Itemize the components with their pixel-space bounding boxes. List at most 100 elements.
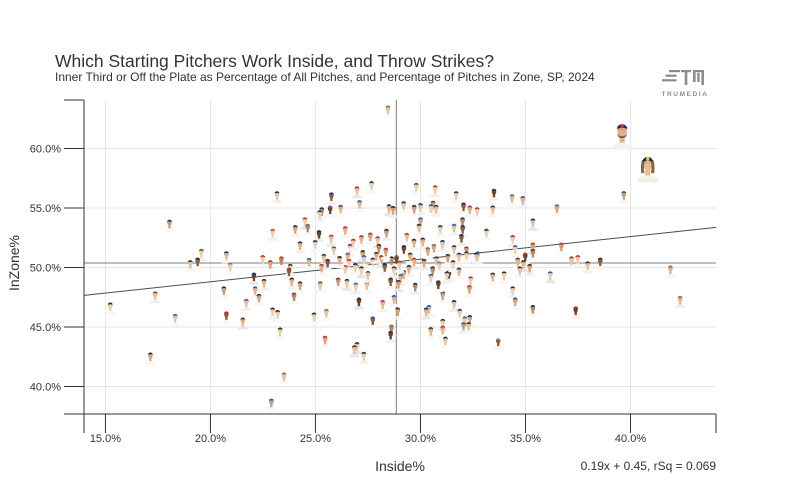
player-point[interactable]: [289, 292, 299, 305]
player-point[interactable]: [430, 185, 440, 198]
player-point[interactable]: [265, 260, 276, 273]
player-point[interactable]: [471, 252, 482, 265]
player-point[interactable]: [275, 327, 285, 340]
player-point[interactable]: [464, 285, 475, 298]
player-point[interactable]: [348, 238, 359, 251]
player-point[interactable]: [295, 241, 305, 254]
player-point[interactable]: [266, 398, 277, 411]
player-point[interactable]: [302, 223, 313, 236]
player-point[interactable]: [164, 219, 175, 232]
player-point[interactable]: [399, 245, 409, 258]
player-point[interactable]: [362, 281, 372, 294]
player-point[interactable]: [368, 316, 378, 329]
player-point[interactable]: [225, 262, 235, 275]
player-point[interactable]: [368, 257, 378, 270]
player-point[interactable]: [507, 194, 517, 207]
player-point[interactable]: [404, 264, 414, 277]
player-point[interactable]: [434, 261, 445, 274]
player-point[interactable]: [314, 210, 325, 223]
player-point[interactable]: [435, 225, 446, 238]
player-point[interactable]: [437, 318, 448, 331]
player-point[interactable]: [389, 295, 399, 308]
player-point[interactable]: [517, 195, 528, 208]
player-point[interactable]: [437, 239, 448, 252]
player-point[interactable]: [489, 188, 499, 201]
player-point[interactable]: [545, 271, 556, 284]
player-point[interactable]: [304, 257, 314, 270]
player-point[interactable]: [170, 313, 180, 326]
player-point[interactable]: [433, 280, 444, 293]
player-point[interactable]: [309, 312, 319, 325]
player-point[interactable]: [454, 308, 465, 321]
player-point[interactable]: [272, 310, 283, 322]
player-point[interactable]: [415, 203, 426, 216]
player-point[interactable]: [454, 252, 464, 265]
player-point[interactable]: [384, 204, 394, 217]
player-point[interactable]: [463, 322, 474, 335]
player-point[interactable]: [487, 205, 498, 218]
player-point[interactable]: [409, 238, 419, 251]
player-point[interactable]: [556, 242, 567, 255]
player-point[interactable]: [310, 240, 321, 253]
highlighted-player-point[interactable]: [611, 124, 633, 150]
player-point[interactable]: [510, 297, 521, 310]
player-point[interactable]: [481, 228, 492, 241]
player-point[interactable]: [192, 257, 203, 270]
player-point[interactable]: [356, 235, 367, 248]
player-point[interactable]: [528, 248, 538, 261]
player-point[interactable]: [449, 223, 459, 236]
player-point[interactable]: [254, 293, 264, 306]
player-point[interactable]: [320, 335, 330, 348]
player-point[interactable]: [340, 265, 351, 278]
player-point[interactable]: [423, 247, 433, 260]
player-point[interactable]: [528, 305, 538, 318]
player-point[interactable]: [398, 201, 409, 214]
player-point[interactable]: [286, 277, 297, 290]
player-point[interactable]: [329, 246, 339, 259]
player-point[interactable]: [356, 266, 367, 279]
player-point[interactable]: [352, 186, 362, 199]
player-point[interactable]: [272, 191, 282, 204]
player-point[interactable]: [458, 202, 469, 215]
player-point[interactable]: [388, 206, 398, 219]
player-point[interactable]: [528, 218, 538, 231]
player-point[interactable]: [326, 234, 337, 247]
player-point[interactable]: [518, 260, 529, 273]
player-point[interactable]: [411, 182, 422, 195]
player-point[interactable]: [570, 306, 581, 319]
player-point[interactable]: [315, 281, 326, 294]
player-point[interactable]: [325, 205, 335, 218]
player-point[interactable]: [421, 307, 431, 320]
player-point[interactable]: [383, 105, 393, 118]
player-point[interactable]: [333, 277, 343, 290]
player-point[interactable]: [425, 273, 436, 286]
player-point[interactable]: [675, 295, 685, 308]
player-point[interactable]: [379, 263, 390, 276]
player-point[interactable]: [350, 282, 361, 295]
player-point[interactable]: [449, 300, 459, 313]
player-point[interactable]: [442, 253, 453, 266]
player-point[interactable]: [241, 298, 252, 311]
player-point[interactable]: [354, 297, 364, 310]
highlighted-player-point[interactable]: [637, 156, 659, 183]
player-point[interactable]: [510, 245, 521, 258]
player-point[interactable]: [515, 266, 525, 279]
player-point[interactable]: [429, 243, 439, 256]
player-point[interactable]: [392, 307, 403, 320]
player-point[interactable]: [145, 352, 156, 365]
player-point[interactable]: [257, 255, 268, 268]
player-point[interactable]: [349, 345, 360, 358]
player-point[interactable]: [185, 260, 196, 273]
player-point[interactable]: [465, 205, 475, 218]
player-point[interactable]: [524, 263, 535, 276]
player-point[interactable]: [381, 247, 391, 260]
player-point[interactable]: [314, 230, 324, 243]
player-point[interactable]: [552, 204, 562, 217]
player-point[interactable]: [342, 278, 352, 291]
player-point[interactable]: [507, 286, 518, 299]
player-point[interactable]: [340, 226, 351, 239]
player-point[interactable]: [237, 317, 248, 330]
player-point[interactable]: [365, 232, 376, 245]
player-point[interactable]: [358, 351, 369, 364]
player-point[interactable]: [425, 327, 436, 340]
